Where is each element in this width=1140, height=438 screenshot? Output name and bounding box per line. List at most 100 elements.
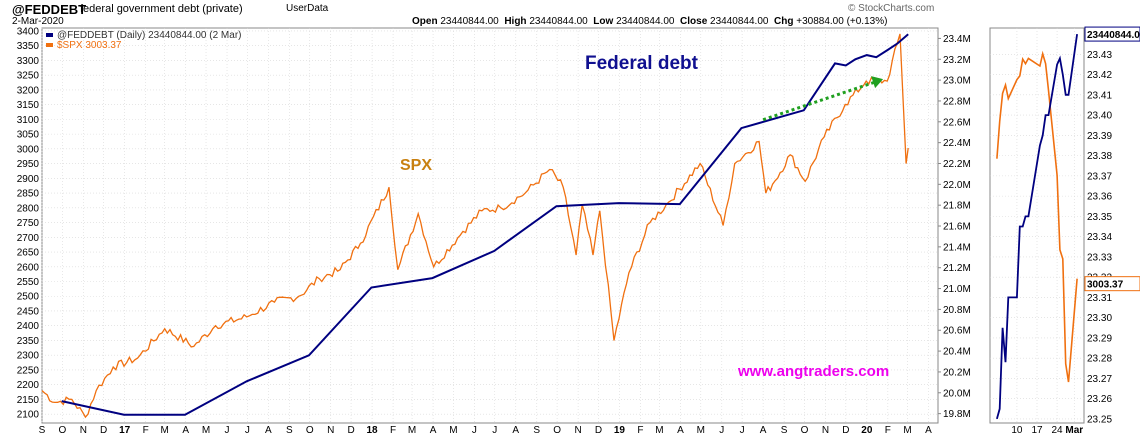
x-axis-tick-label: D bbox=[347, 425, 354, 436]
zoom-spx-series-line bbox=[996, 50, 1078, 383]
website-annotation: www.angtraders.com bbox=[737, 363, 889, 380]
legend-debt-label: @FEDDEBT (Daily) 23440844.00 (2 Mar) bbox=[57, 30, 241, 41]
right-axis-tick-label: 21.2M bbox=[943, 263, 971, 274]
ohlc-readout: Open 23440844.00 High 23440844.00 Low 23… bbox=[412, 16, 887, 27]
left-axis-tick-label: 3400 bbox=[17, 26, 40, 37]
right-axis-tick-label: 20.6M bbox=[943, 326, 971, 337]
left-axis-tick-label: 3350 bbox=[17, 41, 40, 52]
zoom-right-axis-tick-label: 23.26 bbox=[1087, 394, 1112, 405]
x-axis-tick-label: S bbox=[286, 425, 293, 436]
right-axis-tick-label: 20.8M bbox=[943, 305, 971, 316]
left-axis-tick-label: 2300 bbox=[17, 351, 40, 362]
open-value: 23440844.00 bbox=[440, 16, 499, 27]
right-axis-tick-label: 22.0M bbox=[943, 180, 971, 191]
right-axis-tick-label: 20.2M bbox=[943, 367, 971, 378]
zoom-right-axis-tick-label: 23.38 bbox=[1087, 151, 1112, 162]
left-axis-tick-label: 2900 bbox=[17, 174, 40, 185]
right-axis-tick-label: 21.8M bbox=[943, 201, 971, 212]
x-axis-tick-label: J bbox=[225, 425, 230, 436]
zoom-right-axis-tick-label: 23.35 bbox=[1087, 212, 1112, 223]
zoom-right-axis-tick-label: 23.33 bbox=[1087, 252, 1112, 263]
right-axis-tick-label: 23.0M bbox=[943, 76, 971, 87]
legend-swatch-spx bbox=[46, 43, 53, 47]
low-label: Low bbox=[593, 16, 614, 27]
zoom-right-axis-tick-label: 23.25 bbox=[1087, 414, 1112, 425]
zoom-x-axis-tick-label: 24 bbox=[1052, 425, 1064, 436]
chg-value: +30884.00 (+0.13%) bbox=[796, 16, 888, 27]
x-axis-tick-label: J bbox=[245, 425, 250, 436]
left-axis-tick-label: 2450 bbox=[17, 306, 40, 317]
left-axis-tick-label: 2150 bbox=[17, 395, 40, 406]
close-label: Close bbox=[680, 16, 708, 27]
left-axis-tick-label: 3150 bbox=[17, 100, 40, 111]
high-label: High bbox=[504, 16, 527, 27]
legend-spx-label: $SPX 3003.37 bbox=[57, 40, 122, 51]
left-axis-tick-label: 2650 bbox=[17, 248, 40, 259]
federal-debt-annotation: Federal debt bbox=[585, 53, 699, 74]
left-axis-tick-label: 3300 bbox=[17, 56, 40, 67]
zoom-right-axis-tick-label: 23.36 bbox=[1087, 192, 1112, 203]
left-axis-tick-label: 2950 bbox=[17, 159, 40, 170]
right-axis-tick-label: 21.6M bbox=[943, 222, 971, 233]
x-axis-tick-label: D bbox=[842, 425, 849, 436]
spx-series-line bbox=[41, 33, 909, 419]
last-value-label-debt: 23440844.00 bbox=[1087, 30, 1140, 41]
x-axis-tick-label: A bbox=[677, 425, 684, 436]
x-axis-tick-label: A bbox=[925, 425, 932, 436]
main-plot-area bbox=[41, 27, 939, 424]
x-axis-tick-label: O bbox=[553, 425, 561, 436]
x-axis-tick-label: 17 bbox=[119, 425, 131, 436]
debt-series-line bbox=[61, 33, 909, 416]
x-axis-tick-label: O bbox=[306, 425, 314, 436]
high-value: 23440844.00 bbox=[529, 16, 588, 27]
left-axis-tick-label: 2600 bbox=[17, 262, 40, 273]
open-label: Open bbox=[412, 16, 438, 27]
x-axis-tick-label: M bbox=[449, 425, 457, 436]
zoom-right-axis-tick-label: 23.29 bbox=[1087, 333, 1112, 344]
low-value: 23440844.00 bbox=[616, 16, 675, 27]
left-axis-tick-label: 3000 bbox=[17, 144, 40, 155]
right-axis-tick-label: 23.4M bbox=[943, 34, 971, 45]
x-axis-tick-label: A bbox=[512, 425, 519, 436]
x-axis-tick-label: J bbox=[740, 425, 745, 436]
left-axis-tick-label: 2850 bbox=[17, 189, 40, 200]
x-axis-tick-label: O bbox=[801, 425, 809, 436]
x-axis-tick-label: F bbox=[390, 425, 396, 436]
user-data-label: UserData bbox=[286, 3, 329, 14]
last-value-box-debt bbox=[1084, 26, 1140, 42]
x-axis-tick-label: M bbox=[655, 425, 663, 436]
x-axis-tick-label: N bbox=[574, 425, 581, 436]
zoom-right-axis-tick-label: 23.34 bbox=[1087, 232, 1112, 243]
zoom-right-axis-tick-label: 23.27 bbox=[1087, 374, 1112, 385]
zoom-right-axis-tick-label: 23.37 bbox=[1087, 171, 1112, 182]
right-axis-tick-label: 21.0M bbox=[943, 284, 971, 295]
x-axis-tick-label: M bbox=[697, 425, 705, 436]
left-axis-tick-label: 2350 bbox=[17, 336, 40, 347]
right-axis-tick-label: 20.4M bbox=[943, 347, 971, 358]
x-axis-tick-label: J bbox=[492, 425, 497, 436]
left-axis-tick-label: 3250 bbox=[17, 71, 40, 82]
zoom-right-axis-tick-label: 23.42 bbox=[1087, 70, 1112, 81]
zoom-right-axis-tick-label: 23.30 bbox=[1087, 313, 1112, 324]
right-axis-tick-label: 22.4M bbox=[943, 138, 971, 149]
x-axis-tick-label: F bbox=[885, 425, 891, 436]
x-axis-tick-label: N bbox=[822, 425, 829, 436]
zoom-right-axis-tick-label: 23.41 bbox=[1087, 90, 1112, 101]
zoom-x-axis-tick-label: 10 bbox=[1011, 425, 1023, 436]
chart-date: 2-Mar-2020 bbox=[12, 16, 64, 27]
left-axis-tick-label: 2200 bbox=[17, 380, 40, 391]
right-axis-tick-label: 22.2M bbox=[943, 159, 971, 170]
last-value-label-spx: 3003.37 bbox=[1087, 280, 1124, 291]
x-axis-tick-label: F bbox=[637, 425, 643, 436]
left-axis-tick-label: 3100 bbox=[17, 115, 40, 126]
right-axis-tick-label: 20.0M bbox=[943, 388, 971, 399]
zoom-right-axis-tick-label: 23.39 bbox=[1087, 131, 1112, 142]
x-axis-tick-label: N bbox=[327, 425, 334, 436]
trend-arrow-line bbox=[762, 80, 876, 122]
spx-annotation: SPX bbox=[400, 157, 432, 174]
x-axis-tick-label: S bbox=[39, 425, 46, 436]
zoom-debt-series-line bbox=[996, 33, 1078, 420]
x-axis-tick-label: O bbox=[58, 425, 66, 436]
x-axis-tick-label: 20 bbox=[861, 425, 873, 436]
x-axis-tick-label: J bbox=[719, 425, 724, 436]
